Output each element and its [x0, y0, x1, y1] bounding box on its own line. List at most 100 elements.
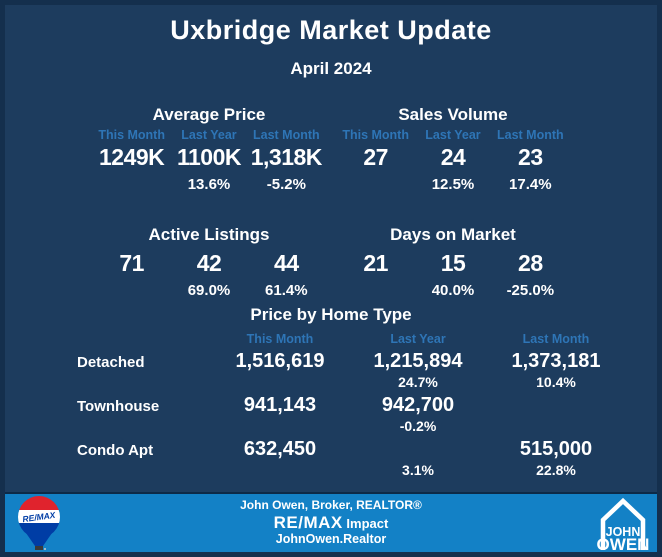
row-label: Detached: [77, 354, 145, 371]
cell-change: 24.7%: [398, 374, 438, 390]
stat-title: Days on Market: [390, 225, 516, 244]
stat-change-last-year: 13.6%: [187, 176, 231, 193]
cell-change: [211, 374, 349, 391]
stat-change-last-year: 69.0%: [187, 282, 231, 299]
stat-values-row: 1249K 1100K 1,318K: [93, 142, 325, 171]
stat-labels-row: This Month Last Year Last Month: [337, 128, 569, 142]
row-label: Condo Apt: [77, 442, 154, 459]
stat-value-last-month: 1,318K: [250, 144, 323, 170]
price-table-corner: [63, 332, 211, 350]
stat-value-last-year: 42: [196, 250, 222, 276]
stat-change-last-month: 61.4%: [265, 282, 308, 299]
cell-value: 515,000: [519, 438, 593, 460]
agent-name-line: John Owen, Broker, REALTOR®: [240, 498, 422, 513]
cell-change: [211, 462, 349, 479]
stat-changes-row: 13.6% -5.2%: [93, 171, 325, 194]
cell-value: 1,516,619: [235, 350, 325, 372]
brokerage-line: RE/MAX Impact: [240, 513, 422, 533]
cell-value: 1,215,894: [373, 350, 463, 372]
cell-last-month: [487, 394, 625, 438]
cell-this-month: 941,143: [211, 394, 349, 438]
stat-value-this-month: 27: [363, 144, 388, 170]
price-table-title: Price by Home Type: [250, 305, 412, 324]
stat-change-this-month: [337, 171, 414, 189]
cell-value: 632,450: [243, 438, 317, 460]
john-owen-logo-line1: JOHN: [606, 525, 641, 539]
stat-panel-active-listings: Active Listings 71 42 44 69.0% 61.4%: [93, 225, 325, 300]
table-row-condo-apt: Condo Apt 632,450 3.1% 515,000 22.8%: [63, 438, 625, 482]
stat-label-last-year: Last Year: [425, 128, 481, 142]
stat-value-last-month: 23: [518, 144, 543, 170]
cell-change: 10.4%: [536, 374, 576, 390]
cell-change: -0.2%: [399, 418, 437, 434]
stat-value-last-year: 1100K: [176, 144, 242, 170]
price-table-col-last-year: Last Year: [390, 332, 446, 346]
stat-change-last-month: -5.2%: [266, 176, 306, 193]
brokerage-name: Impact: [346, 515, 389, 531]
stat-value-this-month: 1249K: [99, 144, 165, 170]
price-table-col-last-month: Last Month: [522, 332, 590, 346]
remax-balloon-icon: RE/MAX: [18, 496, 60, 550]
stat-title: Sales Volume: [398, 105, 508, 124]
john-owen-logo-line2: OWEN: [597, 535, 650, 551]
cell-change: 3.1%: [402, 462, 434, 478]
cell-value: 942,700: [381, 394, 455, 416]
cell-value: 1,373,181: [511, 350, 601, 372]
stat-value-last-year: 15: [440, 250, 466, 276]
page-title: Uxbridge Market Update: [170, 15, 492, 45]
stat-change-last-year: 40.0%: [431, 282, 475, 299]
stat-values-row: 21 15 28: [337, 248, 569, 277]
table-row-townhouse: Townhouse 941,143 942,700 -0.2%: [63, 394, 625, 438]
price-table-col-this-month: This Month: [246, 332, 314, 346]
cell-last-month: 515,000 22.8%: [487, 438, 625, 482]
stat-change-last-month: 17.4%: [509, 176, 552, 193]
stat-label-this-month: This Month: [98, 128, 165, 142]
row-label: Townhouse: [77, 398, 160, 415]
remax-wordmark: RE/MAX: [273, 512, 343, 532]
cell-this-month: 632,450: [211, 438, 349, 482]
footer-bar: RE/MAX John Owen, Broker, REALTOR® RE/MA…: [5, 492, 657, 552]
stat-change-this-month: [337, 277, 414, 295]
stat-label-last-year: Last Year: [181, 128, 237, 142]
stat-change-this-month: [93, 171, 170, 189]
footer-agent-info: John Owen, Broker, REALTOR® RE/MAX Impac…: [240, 498, 422, 547]
cell-value: 941,143: [243, 394, 317, 416]
stat-value-last-year: 24: [440, 144, 466, 170]
cell-this-month: 1,516,619: [211, 350, 349, 394]
stat-panel-sales-volume: Sales Volume This Month Last Year Last M…: [337, 105, 569, 194]
stat-value-last-month: 28: [518, 250, 543, 276]
stat-label-last-month: Last Month: [496, 128, 564, 142]
website-line: JohnOwen.Realtor: [275, 532, 387, 547]
page-subtitle: April 2024: [290, 59, 372, 78]
cell-last-year: 3.1%: [349, 438, 487, 482]
price-table: This Month Last Year Last Month Detached…: [63, 332, 625, 482]
stat-label-last-month: Last Month: [252, 128, 320, 142]
stat-panel-average-price: Average Price This Month Last Year Last …: [93, 105, 325, 194]
stat-changes-row: 12.5% 17.4%: [337, 171, 569, 194]
stat-values-row: 27 24 23: [337, 142, 569, 171]
stat-changes-row: 69.0% 61.4%: [93, 277, 325, 300]
price-table-header-row: This Month Last Year Last Month: [63, 332, 625, 350]
stat-changes-row: 40.0% -25.0%: [337, 277, 569, 300]
stat-change-this-month: [93, 277, 170, 295]
cell-change: [487, 418, 625, 435]
stat-panel-days-on-market: Days on Market 21 15 28 40.0% -25.0%: [337, 225, 569, 300]
remax-balloon-text: RE/MAX: [22, 510, 57, 525]
cell-change: 22.8%: [536, 462, 576, 478]
stat-value-this-month: 21: [363, 250, 388, 276]
stat-labels-row: This Month Last Year Last Month: [93, 128, 325, 142]
cell-last-month: 1,373,181 10.4%: [487, 350, 625, 394]
stat-value-last-month: 44: [274, 250, 299, 276]
john-owen-house-icon: JOHN OWEN: [597, 497, 650, 551]
cell-change: [211, 418, 349, 435]
stat-change-last-year: 12.5%: [431, 176, 475, 193]
cell-value: [487, 394, 625, 418]
stat-title: Active Listings: [148, 225, 270, 244]
stat-label-this-month: This Month: [342, 128, 409, 142]
stat-values-row: 71 42 44: [93, 248, 325, 277]
table-row-detached: Detached 1,516,619 1,215,894 24.7% 1,373…: [63, 350, 625, 394]
stat-title: Average Price: [152, 105, 266, 124]
cell-value: [349, 438, 487, 462]
stat-change-last-month: -25.0%: [506, 282, 555, 299]
